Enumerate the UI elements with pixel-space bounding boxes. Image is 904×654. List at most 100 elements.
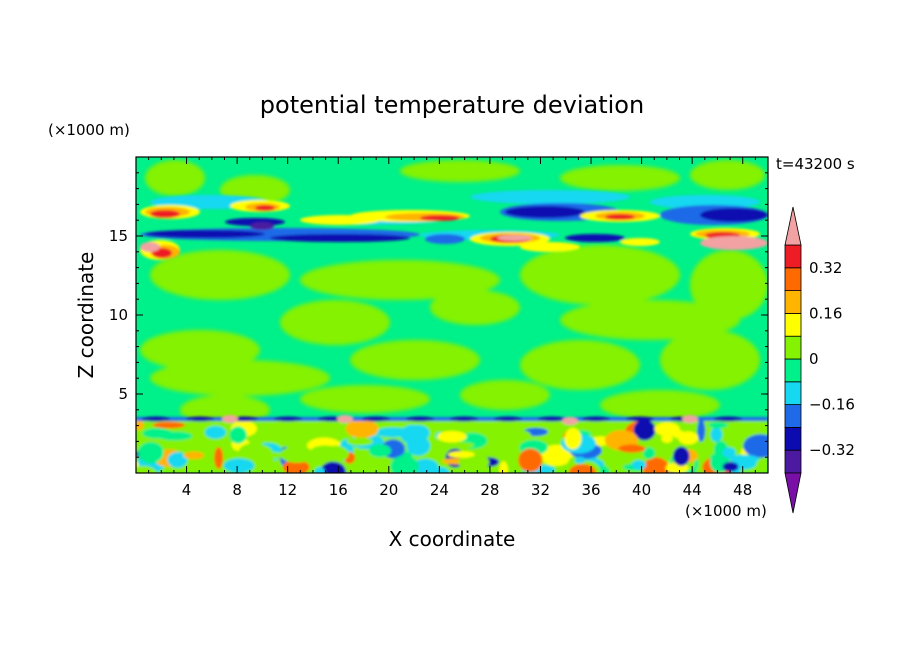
region <box>406 416 434 422</box>
region <box>300 385 430 413</box>
region <box>631 460 647 470</box>
region <box>300 260 500 300</box>
region <box>204 426 227 439</box>
boundary-layer <box>136 415 768 473</box>
heatmap-field <box>136 157 768 473</box>
region <box>564 427 582 450</box>
region <box>150 210 180 218</box>
x-tick-label: 28 <box>480 481 499 499</box>
region <box>642 457 670 473</box>
region <box>222 415 238 423</box>
region <box>470 190 630 204</box>
colorbar: 0.32 0.16 0 −0.16 −0.32 <box>784 206 855 514</box>
region <box>280 300 390 345</box>
region <box>494 416 522 422</box>
region <box>743 434 768 458</box>
region <box>562 417 578 425</box>
y-ticks: 5 10 15 <box>109 172 768 458</box>
x-tick-label: 36 <box>581 481 600 499</box>
region <box>250 222 274 230</box>
region <box>440 441 475 449</box>
colorbar-bin <box>784 426 802 451</box>
x-tick-label: 32 <box>531 481 550 499</box>
region <box>183 451 205 460</box>
colorbar-bin <box>784 449 802 474</box>
region <box>458 453 490 472</box>
x-unit-label: (×1000 m) <box>685 502 767 520</box>
region <box>136 465 157 473</box>
region <box>643 447 655 460</box>
x-tick-label: 24 <box>430 481 449 499</box>
region <box>722 461 739 472</box>
region <box>620 238 660 246</box>
region <box>282 459 310 473</box>
region <box>673 446 690 466</box>
region <box>710 427 723 443</box>
positive-weak-regions <box>140 160 768 425</box>
colorbar-label: −0.16 <box>809 396 855 414</box>
region <box>520 242 580 252</box>
upper-layer <box>140 190 768 260</box>
region <box>626 416 654 422</box>
region <box>518 448 543 472</box>
region <box>140 242 160 252</box>
region <box>150 360 330 396</box>
x-tick-label: 16 <box>329 481 348 499</box>
region <box>650 195 760 209</box>
region <box>186 416 214 422</box>
chart-title: potential temperature deviation <box>260 91 644 119</box>
region <box>600 390 720 420</box>
colorbar-bin <box>784 290 802 314</box>
region <box>390 455 419 473</box>
region <box>565 234 625 242</box>
region <box>722 447 736 458</box>
colorbar-bin <box>784 335 802 360</box>
region <box>145 160 205 196</box>
region <box>223 458 255 473</box>
colorbar-bin <box>784 312 802 337</box>
region <box>728 454 760 464</box>
y-tick-label: 5 <box>118 385 128 403</box>
colorbar-bin <box>784 267 802 291</box>
region <box>420 215 460 221</box>
colorbar-top-arrow <box>784 206 802 246</box>
region <box>229 426 247 444</box>
region <box>499 461 508 473</box>
region <box>714 416 742 422</box>
region <box>270 234 410 242</box>
region <box>618 444 646 453</box>
colorbar-bin <box>784 404 802 428</box>
region <box>345 419 379 439</box>
region <box>574 456 586 464</box>
region <box>520 245 680 305</box>
region <box>690 250 768 320</box>
region <box>320 461 346 473</box>
region <box>368 444 392 458</box>
region <box>145 230 265 238</box>
region <box>437 431 467 443</box>
colorbar-bin <box>784 358 802 383</box>
region <box>568 464 596 473</box>
region <box>425 234 465 244</box>
region <box>690 160 765 190</box>
region <box>460 380 550 410</box>
region <box>152 421 186 429</box>
colorbar-label: 0 <box>809 350 819 368</box>
region <box>274 416 302 422</box>
region <box>516 430 532 441</box>
region <box>346 437 373 446</box>
region <box>505 206 585 218</box>
x-tick-label: 40 <box>632 481 651 499</box>
region <box>138 442 164 464</box>
region <box>150 250 290 300</box>
y-axis-label: Z coordinate <box>74 252 98 379</box>
x-tick-label: 8 <box>232 481 242 499</box>
region <box>142 416 170 422</box>
region <box>700 236 768 250</box>
region <box>323 445 349 462</box>
region <box>167 452 188 468</box>
region <box>447 451 475 458</box>
region <box>237 442 272 464</box>
region <box>350 340 480 380</box>
region <box>654 422 680 436</box>
